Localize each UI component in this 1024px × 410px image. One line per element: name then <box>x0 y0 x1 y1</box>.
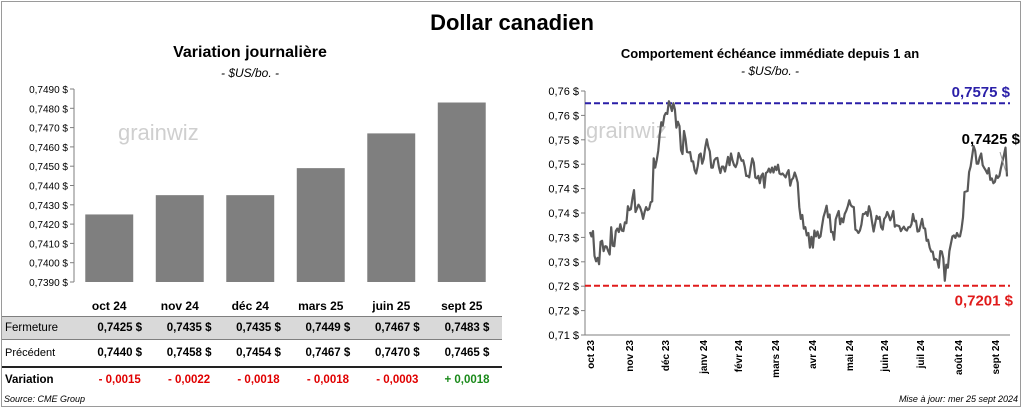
close-cell: 0,7483 $ <box>432 316 502 340</box>
bar <box>155 195 204 282</box>
left-panel-title: Variation journalière <box>173 44 327 61</box>
main-title: Dollar canadien <box>430 10 594 35</box>
y-tick-label: 0,7440 $ <box>29 182 68 193</box>
bar-chart: grainwiz 0,7390 $ 0,7400 $ 0,7410 $ 0,7420 $… <box>29 85 486 313</box>
row-label-close: Fermeture <box>2 316 85 340</box>
table-row-previous: Précédent 0,7440 $ 0,7458 $ 0,7454 $ 0,7… <box>2 339 502 368</box>
previous-cell: 0,7454 $ <box>223 339 294 368</box>
bar <box>85 214 134 282</box>
x-category-label: sept 25 <box>441 299 483 313</box>
y-tick-label: 0,7390 $ <box>29 278 68 289</box>
bar <box>437 102 486 282</box>
right-panel-title: Comportement échéance immédiate depuis 1… <box>620 46 920 61</box>
source-note: Source: CME Group <box>4 394 86 404</box>
y-tick-label: 0,7450 $ <box>29 162 68 173</box>
variation-cell: - 0,0018 <box>237 374 280 386</box>
row-label-variation: Variation <box>5 374 54 386</box>
y-tick-label: 0,7400 $ <box>29 259 68 270</box>
table-row-variation: Variation - 0,0015 - 0,0022 - 0,0018 - 0… <box>2 367 502 392</box>
contract-table: Fermeture 0,7425 $ 0,7435 $ 0,7435 $ 0,7… <box>2 316 502 392</box>
y-tick-label: 0,7480 $ <box>29 104 68 115</box>
bar <box>226 195 275 282</box>
close-cell: 0,7425 $ <box>85 316 155 340</box>
x-category-label: mars 25 <box>298 299 344 313</box>
variation-cell: - 0,0003 <box>376 374 419 386</box>
left-panel-subtitle: - $US/bo. - <box>220 66 280 80</box>
previous-cell: 0,7465 $ <box>432 339 502 368</box>
close-cell: 0,7467 $ <box>362 316 433 340</box>
x-category-label: oct 24 <box>92 299 127 313</box>
variation-cell: - 0,0022 <box>168 374 211 386</box>
update-date: Mise à jour: mer 25 sept 2024 <box>898 394 1018 404</box>
y-tick-label: 0,7490 $ <box>29 85 68 96</box>
variation-cell: - 0,0018 <box>306 374 350 386</box>
y-tick-label: 0,7460 $ <box>29 143 68 154</box>
row-label-previous: Précédent <box>2 339 85 368</box>
variation-cell: + 0,0018 <box>444 374 490 386</box>
watermark-text: grainwiz <box>118 120 199 145</box>
close-cell: 0,7435 $ <box>223 316 294 340</box>
close-cell: 0,7449 $ <box>293 316 363 340</box>
previous-cell: 0,7467 $ <box>293 339 363 368</box>
variation-cell: - 0,0015 <box>98 374 141 386</box>
x-category-label: juin 25 <box>371 299 410 313</box>
previous-cell: 0,7440 $ <box>85 339 155 368</box>
y-tick-label: 0,7410 $ <box>29 239 68 250</box>
bar <box>296 168 345 282</box>
y-tick-label: 0,7420 $ <box>29 220 68 231</box>
previous-cell: 0,7470 $ <box>362 339 433 368</box>
table-row-close: Fermeture 0,7425 $ 0,7435 $ 0,7435 $ 0,7… <box>2 316 502 340</box>
close-cell: 0,7435 $ <box>154 316 224 340</box>
x-category-label: nov 24 <box>161 299 199 313</box>
bar <box>367 133 416 282</box>
y-tick-label: 0,7430 $ <box>29 201 68 212</box>
right-panel-subtitle: - $US/bo. - <box>740 64 800 78</box>
x-category-label: déc 24 <box>232 299 270 313</box>
previous-cell: 0,7458 $ <box>154 339 224 368</box>
y-tick-label: 0,7470 $ <box>29 124 68 135</box>
